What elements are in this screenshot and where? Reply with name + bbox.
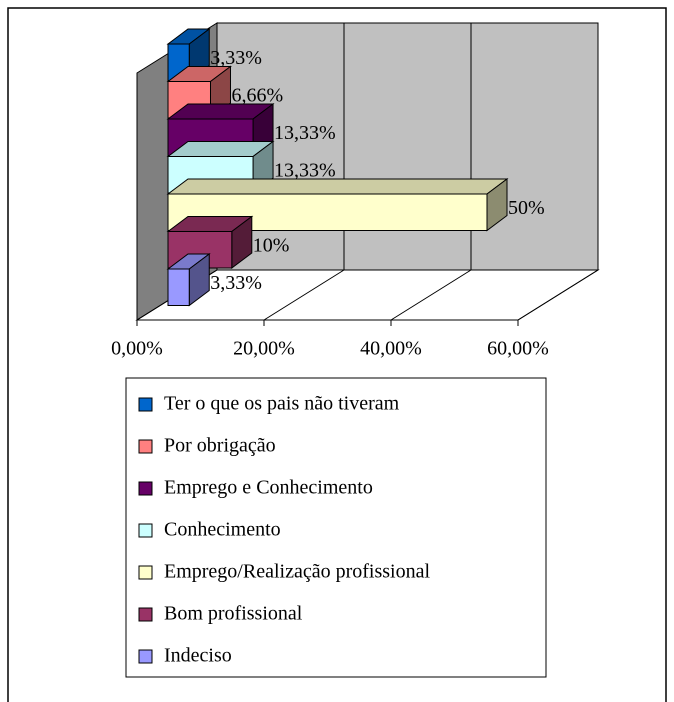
legend-swatch xyxy=(138,439,153,454)
x-tick-label: 0,00% xyxy=(111,338,163,360)
legend-swatch xyxy=(138,607,153,622)
data-label: 13,33% xyxy=(274,159,336,181)
frame xyxy=(7,7,667,702)
legend-swatch xyxy=(138,397,153,412)
data-label: 10% xyxy=(253,234,290,256)
data-label: 13,33% xyxy=(274,122,336,144)
legend-swatch xyxy=(138,649,153,664)
legend-label: Emprego/Realização profissional xyxy=(164,561,430,583)
data-label: 3,33% xyxy=(210,272,262,294)
x-tick-label: 60,00% xyxy=(487,338,549,360)
data-label: 3,33% xyxy=(210,47,262,69)
data-label: 50% xyxy=(508,197,545,219)
legend-label: Por obrigação xyxy=(164,435,276,457)
grid-line xyxy=(263,269,345,321)
legend-label: Conhecimento xyxy=(164,519,281,541)
bar xyxy=(167,268,190,306)
legend-swatch xyxy=(138,523,153,538)
grid-line xyxy=(517,269,599,321)
legend-label: Ter o que os pais não tiveram xyxy=(164,393,400,415)
x-tick-label: 40,00% xyxy=(360,338,422,360)
back-wall xyxy=(216,22,599,271)
legend-label: Emprego e Conhecimento xyxy=(164,477,373,499)
grid-line xyxy=(390,269,472,321)
x-tick-label: 20,00% xyxy=(233,338,295,360)
legend-box xyxy=(125,377,547,678)
data-label: 6,66% xyxy=(231,84,283,106)
bar-top xyxy=(166,178,509,195)
legend-swatch xyxy=(138,565,153,580)
legend-label: Indeciso xyxy=(164,645,232,667)
legend-label: Bom profissional xyxy=(164,603,303,625)
legend-swatch xyxy=(138,481,153,496)
